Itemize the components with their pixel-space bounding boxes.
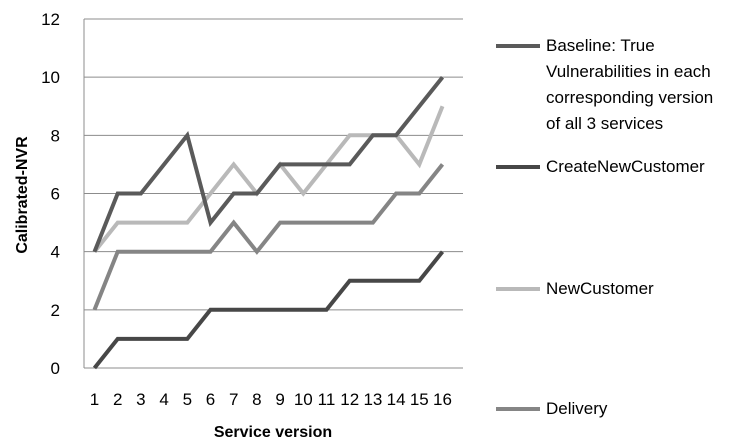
x-tick-label: 11 — [318, 390, 336, 409]
y-tick-label: 0 — [51, 359, 60, 378]
y-tick-label: 6 — [51, 185, 60, 204]
y-tick-label: 2 — [51, 301, 60, 320]
x-tick-label: 6 — [206, 390, 215, 409]
x-tick-label: 5 — [183, 390, 192, 409]
legend: Baseline: True Vulnerabilities in each cor… — [496, 36, 713, 418]
x-tick-label: 3 — [136, 390, 145, 409]
x-tick-label: 14 — [387, 390, 406, 409]
x-tick-label: 2 — [113, 390, 122, 409]
x-axis-ticks: 1 2 3 4 5 6 7 8 9 10 11 12 13 14 15 16 — [90, 390, 452, 409]
legend-label-4: Delivery — [546, 399, 608, 418]
legend-label-2: CreateNewCustomer — [546, 157, 705, 176]
x-tick-label: 16 — [433, 390, 452, 409]
x-tick-label: 13 — [363, 390, 382, 409]
series-lines — [92, 75, 445, 370]
legend-label-1: of all 3 services — [546, 114, 663, 133]
y-tick-label: 12 — [41, 10, 60, 29]
gridlines — [84, 18, 463, 311]
x-axis-title: Service version — [214, 424, 332, 441]
x-tick-label: 8 — [252, 390, 261, 409]
series-line-2 — [92, 250, 445, 370]
x-tick-label: 9 — [275, 390, 284, 409]
x-tick-label: 12 — [340, 390, 359, 409]
y-axis-title: Calibrated-NVR — [14, 136, 31, 254]
legend-label-3: NewCustomer — [546, 279, 654, 298]
x-tick-label: 15 — [410, 390, 429, 409]
series-line-4 — [92, 163, 445, 311]
x-tick-label: 10 — [294, 390, 313, 409]
x-tick-label: 4 — [159, 390, 168, 409]
series-line-1 — [92, 75, 445, 253]
legend-label-1: corresponding version — [546, 88, 713, 107]
y-tick-label: 10 — [41, 68, 60, 87]
plot-frame — [83, 19, 463, 369]
y-axis-ticks: 0 2 4 6 8 10 12 — [41, 10, 60, 378]
x-tick-label: 7 — [229, 390, 238, 409]
y-tick-label: 4 — [51, 243, 60, 262]
x-tick-label: 1 — [90, 390, 99, 409]
legend-label-1: Baseline: True — [546, 36, 655, 55]
legend-label-1: Vulnerabilities in each — [546, 62, 711, 81]
y-tick-label: 8 — [51, 126, 60, 145]
